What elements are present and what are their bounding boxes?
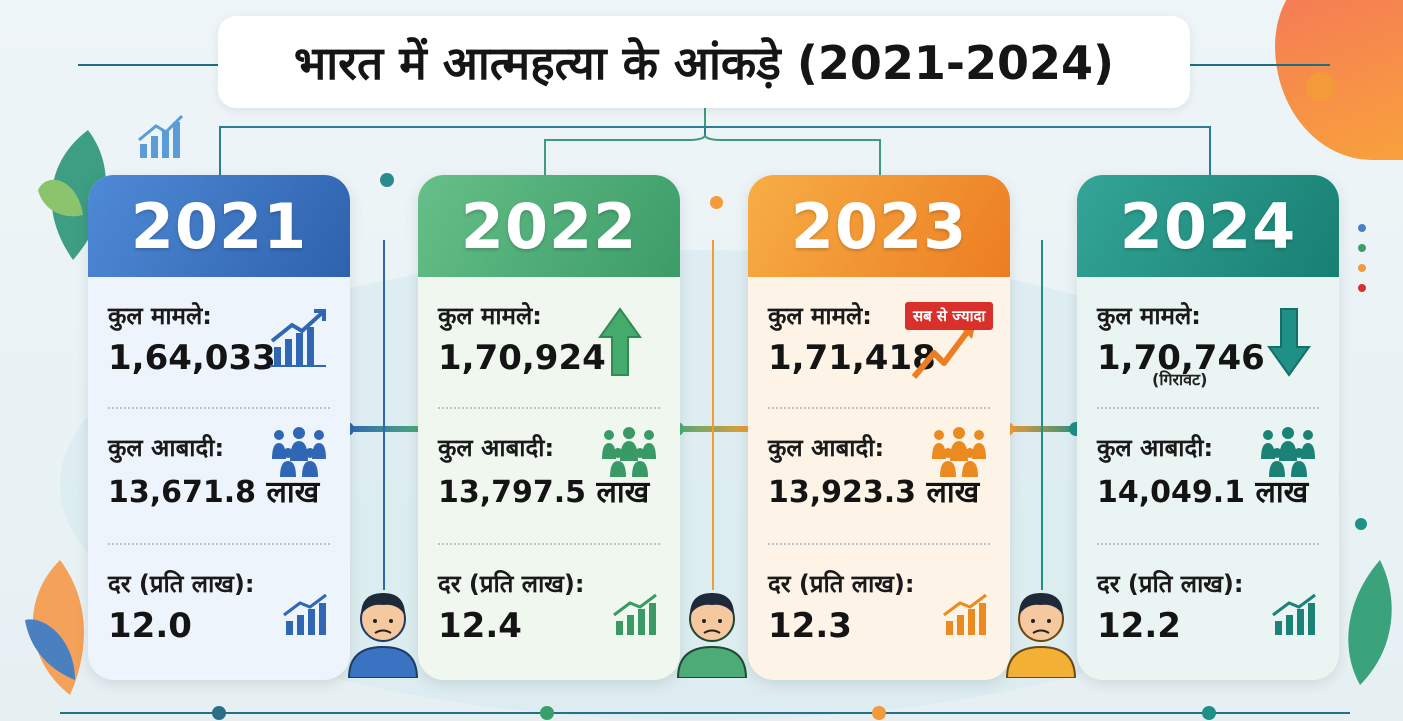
person-stem [383, 240, 385, 590]
year-card-2023: 2023 कुल मामले: 1,71,418 कुल आबादी: 13,9… [748, 175, 1010, 680]
population-label: कुल आबादी: [108, 434, 225, 462]
bottom-node [872, 706, 886, 720]
people-group-icon [272, 427, 326, 477]
title-banner: भारत में आत्महत्या के आंकड़े (2021-2024) [218, 16, 1190, 108]
rate-label: दर (प्रति लाख): [1097, 570, 1244, 598]
cases-label: कुल मामले: [438, 302, 542, 330]
cases-label: कुल मामले: [108, 302, 212, 330]
population-value: 13,797.5 लाख [438, 475, 650, 510]
cases-value: 1,64,033 [108, 338, 276, 378]
cases-label: कुल मामले: [1097, 302, 1201, 330]
divider [108, 407, 330, 409]
decline-note: (गिरावट) [1152, 370, 1208, 389]
cases-section: कुल मामले: 1,70,746 (गिरावट) [1097, 277, 1319, 409]
dot [1358, 224, 1366, 232]
year-label: 2024 [1119, 189, 1297, 263]
person-stem [712, 240, 714, 590]
leaf-decoration-icon [1348, 560, 1392, 685]
bottom-node [1202, 706, 1216, 720]
population-value: 13,923.3 लाख [768, 475, 980, 510]
card-header: 2023 [748, 175, 1010, 277]
teal-dot [380, 173, 394, 187]
bottom-node [540, 706, 554, 720]
rate-label: दर (प्रति लाख): [438, 570, 585, 598]
leaf-decoration-icon [25, 560, 84, 695]
rate-value: 12.0 [108, 606, 192, 646]
year-card-2024: 2024 कुल मामले: 1,70,746 (गिरावट) कुल आब… [1077, 175, 1339, 680]
year-label: 2022 [460, 189, 638, 263]
arrow-down-icon [1267, 308, 1311, 377]
header-line [1190, 64, 1330, 66]
highest-badge: सब से ज्यादा [905, 302, 994, 330]
divider [108, 543, 330, 545]
cases-section: कुल मामले: 1,71,418 [768, 277, 990, 409]
population-label: कुल आबादी: [438, 434, 555, 462]
rate-section: दर (प्रति लाख): 12.4 [438, 545, 660, 680]
divider [1097, 543, 1319, 545]
cases-section: कुल मामले: 1,70,924 [438, 277, 660, 409]
dot [1358, 264, 1366, 272]
arrow-up-icon [598, 307, 642, 376]
rate-label: दर (प्रति लाख): [108, 570, 255, 598]
year-label: 2021 [130, 189, 308, 263]
population-value: 13,671.8 लाख [108, 475, 320, 510]
header-line [78, 64, 218, 66]
population-value: 14,049.1 लाख [1097, 475, 1309, 510]
card-connector [1006, 426, 1082, 432]
sad-person-icon [1005, 593, 1077, 678]
cases-section: कुल मामले: 1,64,033 [108, 277, 330, 409]
bottom-node [212, 706, 226, 720]
divider [768, 543, 990, 545]
card-header: 2021 [88, 175, 350, 277]
population-section: कुल आबादी: 13,671.8 लाख [108, 409, 330, 545]
population-section: कुल आबादी: 13,923.3 लाख [768, 409, 990, 545]
bar-chart-icon [1272, 593, 1316, 635]
card-connector [676, 426, 752, 432]
bar-chart-icon [283, 593, 327, 635]
cases-label: कुल मामले: [768, 302, 872, 330]
divider [438, 543, 660, 545]
population-label: कुल आबादी: [768, 434, 885, 462]
bar-chart-icon [613, 593, 657, 635]
card-header: 2022 [418, 175, 680, 277]
people-group-icon [932, 427, 986, 477]
rate-value: 12.2 [1097, 606, 1181, 646]
divider [438, 407, 660, 409]
bottom-line [60, 712, 1350, 714]
year-card-2021: 2021 कुल मामले: 1,64,033 कुल आबादी: 13,6… [88, 175, 350, 680]
rate-value: 12.4 [438, 606, 522, 646]
orange-dot [1306, 72, 1336, 102]
cases-value: 1,70,924 [438, 338, 606, 378]
year-card-2022: 2022 कुल मामले: 1,70,924 कुल आबादी: 13,7… [418, 175, 680, 680]
tree-connector [219, 105, 1211, 180]
orange-dot [710, 196, 723, 209]
population-label: कुल आबादी: [1097, 434, 1214, 462]
sad-person-icon [676, 593, 748, 678]
cases-value: 1,70,746 [1097, 338, 1265, 378]
rate-section: दर (प्रति लाख): 12.3 [768, 545, 990, 680]
divider [1097, 407, 1319, 409]
dot [1358, 244, 1366, 252]
year-label: 2023 [790, 189, 968, 263]
divider [768, 407, 990, 409]
rate-label: दर (प्रति लाख): [768, 570, 915, 598]
person-stem [1041, 240, 1043, 590]
rate-value: 12.3 [768, 606, 852, 646]
people-group-icon [602, 427, 656, 477]
sad-person-icon [347, 593, 419, 678]
teal-dot [1355, 518, 1367, 530]
bar-chart-icon [943, 593, 987, 635]
card-header: 2024 [1077, 175, 1339, 277]
population-section: कुल आबादी: 14,049.1 लाख [1097, 409, 1319, 545]
cases-value: 1,71,418 [768, 338, 936, 378]
people-group-icon [1261, 427, 1315, 477]
bar-chart-rising-icon [270, 309, 326, 367]
rate-section: दर (प्रति लाख): 12.0 [108, 545, 330, 680]
population-section: कुल आबादी: 13,797.5 लाख [438, 409, 660, 545]
page-title: भारत में आत्महत्या के आंकड़े (2021-2024) [293, 36, 1115, 90]
bar-chart-icon [138, 114, 184, 158]
rate-section: दर (प्रति लाख): 12.2 [1097, 545, 1319, 680]
dot [1358, 284, 1366, 292]
